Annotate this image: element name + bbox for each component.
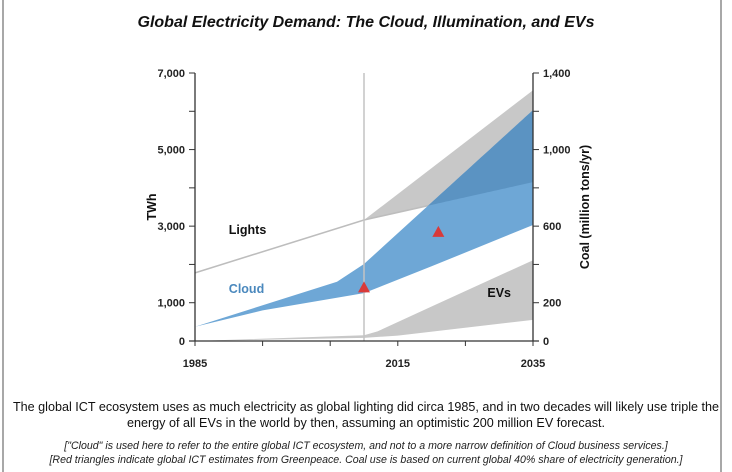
y-tick-label: 0 (179, 336, 185, 348)
evs-band (195, 260, 533, 341)
greenpeace-marker (358, 281, 370, 293)
note-cloud-definition: ["Cloud" is used here to refer to the en… (64, 440, 668, 452)
frame-border-right (720, 0, 722, 472)
y2-axis-label: Coal (million tons/yr) (578, 145, 592, 269)
y-axis-label: TWh (145, 193, 159, 220)
y2-tick-label: 200 (543, 298, 561, 310)
y-tick-label: 1,000 (157, 298, 185, 310)
x-tick-label: 2015 (386, 358, 410, 370)
cloud-lights-overlap (428, 110, 533, 206)
x-tick-label: 2035 (521, 358, 545, 370)
frame-border-left (2, 0, 4, 472)
y-tick-label: 7,000 (157, 68, 185, 80)
y2-tick-label: 0 (543, 336, 549, 348)
chart-title: Global Electricity Demand: The Cloud, Il… (137, 14, 595, 31)
plot-area: 0 1,000 3,000 5,000 7,000 0 200 600 1,000 1,400 19… (145, 68, 592, 370)
y-tick-label: 3,000 (157, 221, 185, 233)
lights-label: Lights (229, 223, 267, 237)
y-tick-label: 5,000 (157, 145, 185, 157)
y2-tick-label: 1,400 (543, 68, 571, 80)
y2-tick-label: 1,000 (543, 145, 571, 157)
x-tick-label: 1985 (183, 358, 207, 370)
chart-notes: ["Cloud" is used here to refer to the en… (0, 440, 732, 467)
chart-area: 0 1,000 3,000 5,000 7,000 0 200 600 1,000 1,400 19… (145, 68, 592, 370)
cloud-label: Cloud (229, 282, 264, 296)
greenpeace-marker (432, 225, 445, 237)
note-greenpeace-coal: [Red triangles indicate global ICT estim… (49, 453, 683, 466)
evs-label: EVs (487, 286, 511, 300)
chart-caption: The global ICT ecosystem uses as much el… (12, 400, 720, 430)
y2-tick-label: 600 (543, 221, 561, 233)
